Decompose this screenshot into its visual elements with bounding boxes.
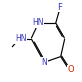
Text: N: N <box>41 58 47 67</box>
Text: F: F <box>57 3 62 12</box>
Text: O: O <box>67 65 74 74</box>
Text: HN: HN <box>15 34 26 43</box>
Text: HN: HN <box>32 18 43 27</box>
